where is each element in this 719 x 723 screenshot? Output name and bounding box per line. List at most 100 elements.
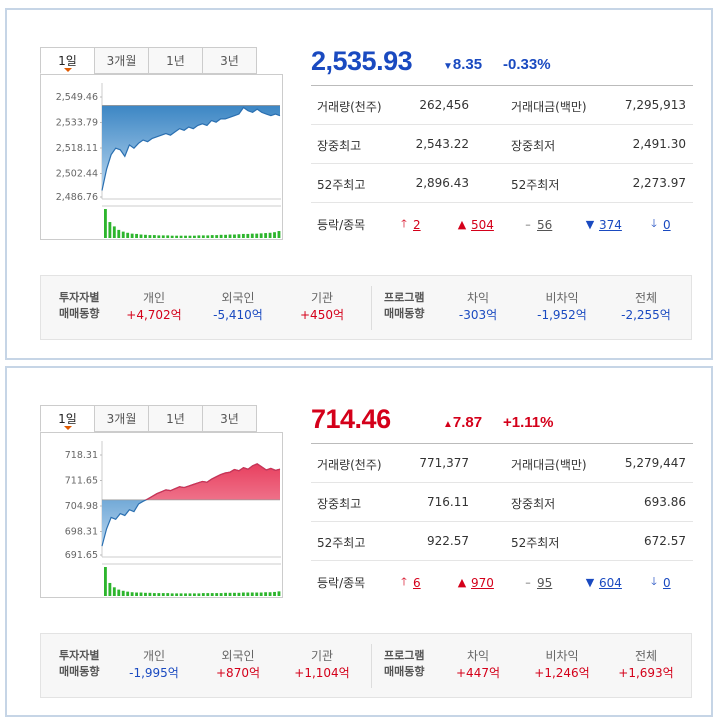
volume-bar — [201, 235, 205, 238]
tab-1d[interactable]: 1일 — [40, 405, 95, 432]
flow-total: 전체 +1,693억 — [618, 649, 674, 680]
advance-decline: 등락/종목 🡑 2 ▲ 504 –56 ▼ 374 🡓 0 — [317, 215, 671, 234]
volume-bar — [268, 232, 272, 238]
y-tick-label: 2,486.76 — [56, 192, 98, 203]
price-area-fill — [102, 105, 280, 191]
volume-bar — [112, 226, 116, 238]
y-tick-label: 2,533.79 — [56, 118, 98, 129]
stats-row-52week: 52주최고 922.57 52주최저 672.57 — [311, 522, 693, 561]
advancers-link[interactable]: 504 — [471, 217, 494, 232]
tab-3m[interactable]: 3개월 — [94, 47, 149, 74]
index-value: 714.46 — [311, 404, 391, 434]
tab-1d[interactable]: 1일 — [40, 47, 95, 74]
tab-3y[interactable]: 3년 — [202, 47, 257, 74]
flow-divider — [371, 644, 372, 688]
stat-label: 거래량(천주) — [317, 458, 382, 472]
flow-individual: 개인 +4,702억 — [126, 291, 182, 322]
stats-row-volume: 거래량(천주) 262,456 거래대금(백만) 7,295,913 — [311, 86, 693, 125]
volume-bar — [144, 592, 147, 596]
volume-bar — [108, 582, 112, 596]
flow-institution: 기관 +450억 — [300, 291, 344, 322]
upper-limit-arrow-icon: 🡑 — [401, 575, 407, 588]
flow-institution: 기관 +1,104억 — [294, 649, 350, 680]
volume-bar — [206, 235, 210, 238]
stat-value: 771,377 — [419, 456, 469, 470]
price-line-up — [144, 463, 280, 500]
volume-bar — [228, 592, 232, 596]
decliners-link[interactable]: 374 — [599, 217, 622, 232]
stat-label: 52주최고 — [317, 178, 366, 192]
volume-bar — [126, 591, 130, 596]
stat-label: 장중최저 — [511, 139, 556, 153]
volume-bar — [264, 233, 268, 238]
intraday-chart[interactable]: 2,549.46 2,533.79 2,518.11 2,502.44 2,486.76… — [40, 74, 283, 240]
stats-table: 거래량(천주) 262,456 거래대금(백만) 7,295,913 장중최고 … — [311, 85, 693, 241]
stat-value: 693.86 — [644, 495, 686, 509]
flat-dash-icon: – — [525, 576, 531, 589]
change-amount: ▲7.87 — [443, 414, 483, 431]
stat-label: 거래대금(백만) — [511, 100, 587, 114]
volume-bar — [148, 592, 152, 596]
investor-flow-label: 투자자별 매매동향 — [59, 649, 100, 678]
stat-value: 672.57 — [644, 534, 686, 548]
investor-flow-label: 투자자별 매매동향 — [59, 291, 100, 320]
advance-label: 등락/종목 — [317, 218, 366, 232]
stat-value: 2,896.43 — [415, 176, 469, 190]
change-percent: -0.33% — [503, 56, 551, 73]
intraday-chart[interactable]: 718.31711.65704.98698.31691.6510:0012:00… — [40, 432, 283, 598]
volume-bar — [233, 234, 236, 238]
y-tick-label: 711.65 — [65, 476, 98, 487]
volume-bar — [135, 592, 138, 596]
tab-1y[interactable]: 1년 — [148, 405, 203, 432]
stat-value: 2,543.22 — [415, 137, 469, 151]
volume-bar — [135, 233, 138, 238]
volume-bar — [237, 592, 241, 596]
volume-bar — [121, 231, 125, 238]
advancers-link[interactable]: 970 — [471, 575, 494, 590]
volume-bar — [121, 590, 125, 596]
volume-bar — [157, 593, 161, 596]
volume-bar — [184, 235, 187, 238]
y-tick-label: 2,549.46 — [56, 92, 98, 103]
change-arrow-icon: ▲ — [443, 419, 453, 430]
volume-bar — [175, 593, 179, 596]
chart-svg: 2,549.46 2,533.79 2,518.11 2,502.44 2,486.76… — [56, 83, 281, 238]
upper-limit-link[interactable]: 2 — [413, 217, 421, 232]
period-tabs: 1일 3개월 1년 3년 — [40, 405, 257, 432]
tab-3m[interactable]: 3개월 — [94, 405, 149, 432]
stat-label: 장중최고 — [317, 139, 362, 153]
flow-arbitrage: 차익 +447억 — [456, 649, 500, 680]
tab-3y[interactable]: 3년 — [202, 405, 257, 432]
volume-bar — [241, 233, 245, 238]
volume-bar — [148, 235, 152, 238]
volume-bar — [152, 235, 156, 238]
stat-value: 2,273.97 — [632, 176, 686, 190]
volume-bar — [117, 589, 121, 596]
volume-bar — [197, 593, 201, 596]
volume-bar — [201, 593, 205, 596]
lower-limit-link[interactable]: 0 — [663, 575, 671, 590]
market-panel-kospi: 1일 3개월 1년 3년 2,549.46 2,533.79 2,518.11 2,5… — [5, 8, 713, 360]
volume-bar — [157, 235, 161, 238]
volume-bar — [152, 593, 156, 596]
unchanged-link[interactable]: 95 — [537, 575, 553, 590]
lower-limit-link[interactable]: 0 — [663, 217, 671, 232]
chart-svg: 718.31711.65704.98698.31691.6510:0012:00… — [65, 441, 281, 596]
upper-limit-link[interactable]: 6 — [413, 575, 421, 590]
stat-value: 716.11 — [427, 495, 469, 509]
y-tick-label: 698.31 — [65, 527, 98, 538]
unchanged-link[interactable]: 56 — [537, 217, 553, 232]
stats-table: 거래량(천주) 771,377 거래대금(백만) 5,279,447 장중최고 … — [311, 443, 693, 599]
trading-flow-box: 투자자별 매매동향 개인 -1,995억 외국인 +870억 기관 +1,104억 프로… — [40, 633, 692, 698]
stat-label: 거래대금(백만) — [511, 458, 587, 472]
tab-1y[interactable]: 1년 — [148, 47, 203, 74]
trading-flow-box: 투자자별 매매동향 개인 +4,702억 외국인 -5,410억 기관 +450억 프로… — [40, 275, 692, 340]
volume-bar — [215, 593, 219, 596]
decliners-link[interactable]: 604 — [599, 575, 622, 590]
index-value: 2,535.93 — [311, 46, 413, 76]
stat-label: 장중최고 — [317, 497, 362, 511]
stats-row-advance: 등락/종목 🡑 6 ▲ 970 –95 ▼ 604 🡓 0 — [311, 561, 693, 599]
volume-bar — [259, 592, 263, 596]
y-tick-label: 691.65 — [65, 550, 98, 561]
stat-label: 52주최저 — [511, 536, 560, 550]
